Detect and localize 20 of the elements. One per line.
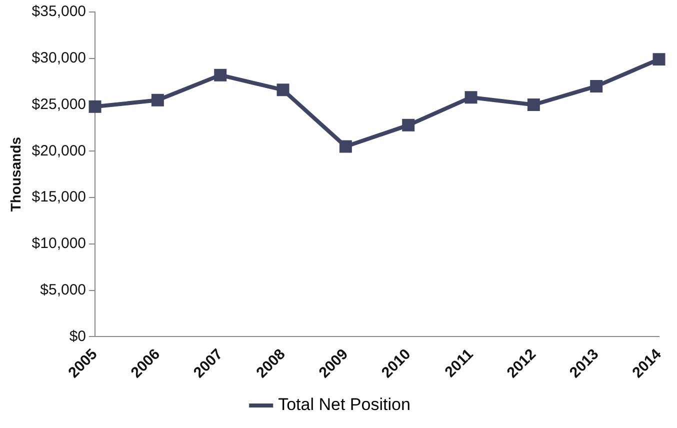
point [527,98,540,112]
point [151,94,164,106]
legend-label: Total Net Position [278,395,410,414]
y-tick-label: $0 [69,328,86,345]
point [590,80,603,92]
point [276,84,290,96]
y-axis-title: Thousands [7,136,24,212]
y-tick-label: $10,000 [32,235,86,252]
point [214,68,227,82]
y-tick-label: $35,000 [32,3,86,20]
y-tick-label: $20,000 [32,142,86,160]
y-tick-label: $25,000 [32,96,86,113]
y-tick-label: $5,000 [40,281,86,298]
point [464,91,478,104]
point [652,53,666,66]
point [339,140,352,153]
y-tick-label: $15,000 [32,188,86,206]
y-tick-label: $30,000 [32,50,86,67]
point [88,100,102,113]
point [402,118,415,132]
